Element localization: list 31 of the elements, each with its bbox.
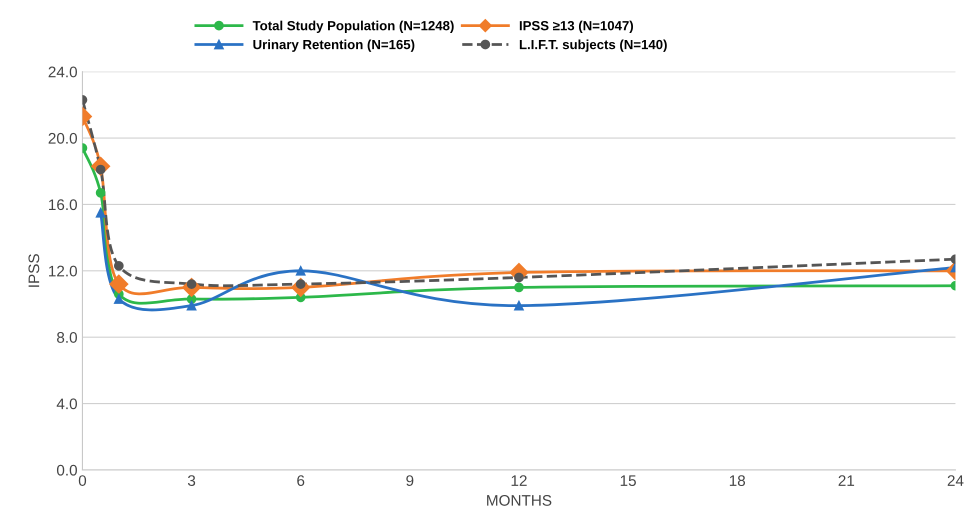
- y-tick-label: 4.0: [56, 398, 77, 410]
- point: [96, 188, 106, 198]
- legend-label: Total Study Population (N=1248): [252, 20, 454, 33]
- y-tick-label: 16.0: [49, 199, 77, 210]
- x-tick-label: 12: [512, 475, 527, 486]
- x-tick-label: 6: [297, 475, 304, 486]
- x-tick-label: 24: [948, 475, 964, 486]
- y-tick-label: 12.0: [49, 266, 77, 276]
- x-tick-label: 18: [730, 475, 746, 486]
- legend-label: L.I.F.T. subjects (N=140): [520, 40, 667, 52]
- y-tick-label: 0.0: [56, 464, 77, 476]
- point: [186, 300, 196, 311]
- y-tick-label: 8.0: [57, 332, 77, 343]
- point: [114, 260, 124, 271]
- x-tick-label: 9: [406, 475, 414, 486]
- legend-label: Urinary Retention (N=165): [253, 40, 414, 52]
- point: [96, 208, 106, 218]
- point: [514, 300, 524, 311]
- point: [514, 282, 524, 292]
- legend-label: IPSS ≥13 (N=1047): [520, 20, 634, 33]
- x-tick-label: 0: [78, 475, 86, 486]
- x-tick-label: 21: [838, 475, 854, 486]
- y-axis-title: IPSS: [28, 254, 40, 287]
- point: [296, 266, 306, 276]
- y-tick-label: 20.0: [48, 132, 77, 144]
- y-tick-label: 24.0: [48, 66, 77, 78]
- point: [114, 294, 124, 304]
- x-axis-title: MONTHS: [487, 494, 552, 506]
- x-tick-label: 15: [620, 475, 636, 486]
- x-tick-label: 3: [188, 475, 196, 486]
- point: [109, 274, 128, 294]
